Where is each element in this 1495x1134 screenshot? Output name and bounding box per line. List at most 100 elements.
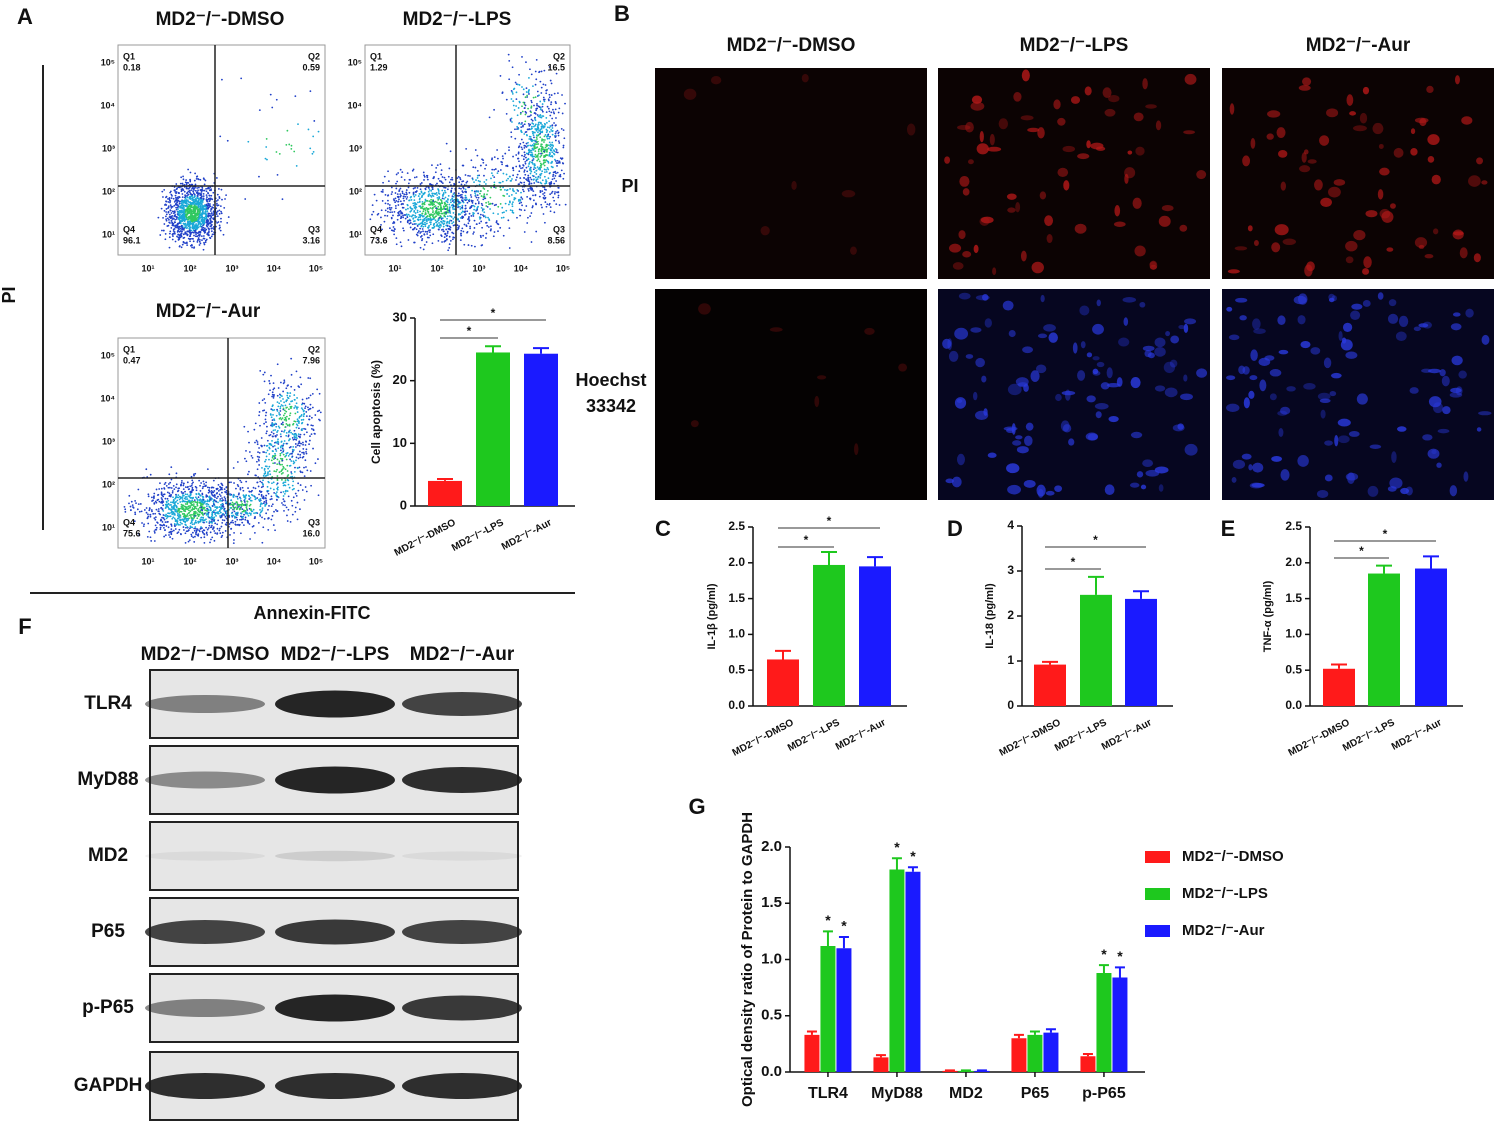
scatter-dot	[413, 176, 416, 179]
scatter-dot	[540, 122, 542, 125]
scatter-dot	[462, 164, 465, 167]
scatter-dot	[185, 526, 187, 529]
scatter-dot	[191, 519, 194, 521]
scatter-dot	[200, 192, 203, 194]
scatter-dot	[399, 217, 402, 220]
scatter-dot	[191, 483, 194, 485]
scatter-dot	[524, 120, 527, 123]
scatter-dot	[435, 212, 438, 215]
scatter-dot	[437, 219, 440, 222]
scatter-dot	[540, 70, 543, 73]
scatter-dot	[508, 60, 511, 62]
x-tick-label: 10²	[183, 263, 196, 273]
scatter-dot	[524, 113, 527, 116]
scatter-dot	[124, 510, 127, 513]
scatter-dot	[181, 204, 184, 207]
scatter-dot	[285, 432, 288, 434]
panel-letter: F	[18, 614, 31, 639]
scatter-dot	[262, 502, 265, 505]
scatter-dot	[275, 151, 278, 153]
scatter-dot	[532, 168, 535, 171]
scatter-dot	[200, 516, 203, 519]
scatter-dot	[193, 513, 195, 516]
scatter-dot	[518, 73, 520, 76]
scatter-dot	[164, 534, 167, 537]
scatter-dot	[466, 230, 469, 233]
scatter-dot	[484, 183, 487, 185]
scatter-dot	[551, 127, 554, 129]
scatter-dot	[173, 502, 175, 505]
scatter-dot	[518, 208, 521, 211]
scatter-dot	[508, 200, 511, 203]
scatter-dot	[304, 405, 307, 408]
scatter-dot	[515, 105, 518, 107]
scatter-dot	[533, 178, 535, 181]
scatter-dot	[217, 221, 220, 223]
scatter-dot	[159, 526, 162, 529]
scatter-dot	[423, 233, 426, 236]
scatter-dot	[190, 515, 192, 518]
scatter-dot	[561, 112, 564, 115]
scatter-dot	[299, 484, 302, 486]
scatter-dot	[285, 399, 288, 402]
scatter-dot	[423, 179, 425, 181]
scatter-dot	[197, 205, 200, 207]
scatter-dot	[272, 429, 275, 432]
scatter-dot	[235, 516, 238, 519]
scatter-dot	[531, 206, 534, 209]
scatter-dot	[311, 152, 314, 155]
scatter-dot	[282, 472, 284, 474]
scatter-dot	[465, 196, 468, 199]
scatter-dot	[194, 235, 197, 238]
scatter-dot	[195, 175, 198, 178]
scatter-dot	[431, 207, 434, 210]
scatter-dot	[172, 496, 174, 499]
scatter-dot	[185, 179, 188, 181]
scatter-dot	[530, 118, 533, 121]
scatter-dot	[289, 392, 292, 394]
scatter-dot	[431, 188, 434, 191]
scatter-dot	[187, 200, 190, 203]
scatter-dot	[401, 212, 404, 215]
scatter-dot	[207, 202, 210, 205]
scatter-dot	[187, 211, 190, 213]
scatter-dot	[460, 187, 462, 190]
scatter-dot	[192, 188, 195, 190]
scatter-dot	[172, 516, 175, 519]
scatter-dot	[511, 209, 514, 212]
scatter-dot	[515, 91, 518, 94]
scatter-dot	[488, 116, 491, 119]
scatter-dot	[173, 232, 175, 235]
scatter-dot	[283, 409, 286, 412]
scatter-dot	[175, 215, 177, 218]
scatter-dot	[189, 171, 192, 174]
scatter-dot	[311, 424, 314, 427]
scatter-dot	[439, 202, 442, 205]
scatter-dot	[543, 156, 545, 159]
scatter-dot	[496, 172, 499, 175]
scatter-dot	[548, 99, 550, 102]
scatter-dot	[298, 427, 300, 430]
scatter-dot	[551, 190, 554, 193]
scatter-dot	[223, 488, 226, 491]
scatter-dot	[181, 230, 183, 233]
scatter-dot	[175, 192, 178, 195]
scatter-dot	[170, 525, 173, 527]
scatter-dot	[179, 521, 182, 524]
scatter-dot	[178, 202, 181, 205]
scatter-dot	[428, 203, 430, 206]
scatter-dot	[165, 211, 168, 213]
scatter-dot	[291, 513, 294, 516]
scatter-dot	[168, 534, 170, 536]
scatter-dot	[440, 169, 443, 172]
scatter-dot	[400, 194, 402, 197]
scatter-dot	[456, 224, 459, 227]
scatter-dot	[492, 212, 495, 215]
scatter-dot	[548, 182, 551, 184]
scatter-dot	[429, 183, 431, 186]
scatter-dot	[467, 217, 470, 219]
scatter-dot	[245, 460, 248, 463]
scatter-dot	[177, 494, 180, 496]
panel-letter: B	[614, 1, 630, 26]
scatter-dot	[184, 542, 187, 544]
